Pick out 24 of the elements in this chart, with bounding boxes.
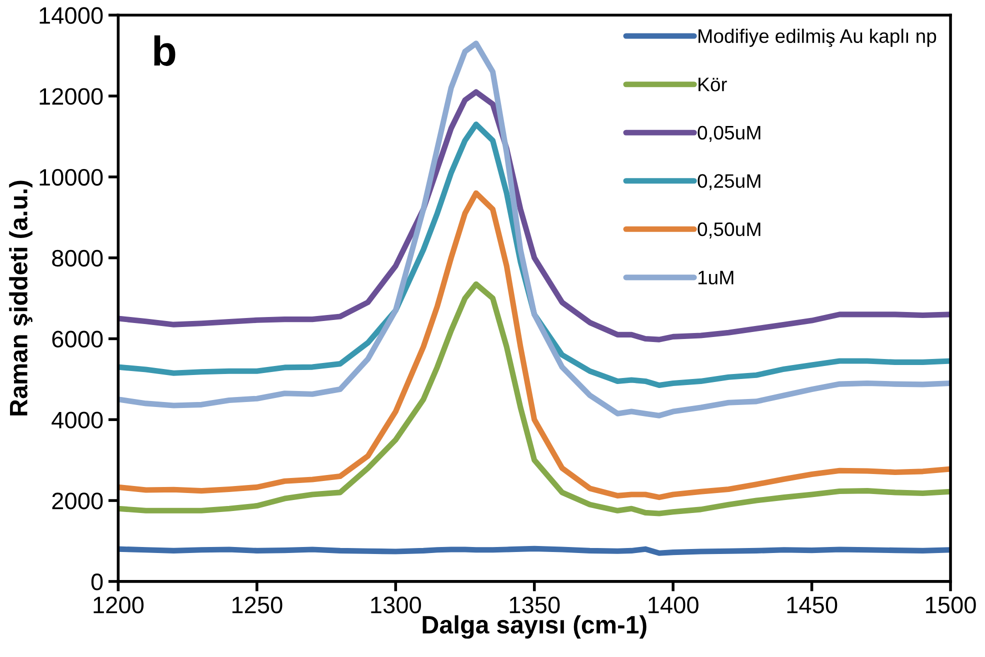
legend-label: 0,50uM <box>698 222 760 238</box>
x-axis-title: Dalga sayısı (cm-1) <box>422 615 646 639</box>
legend-label: Kör <box>698 78 727 92</box>
x-tick-label: 1200 <box>94 596 144 614</box>
annotation: b <box>154 35 176 66</box>
y-tick-label: 2000 <box>52 492 103 510</box>
y-tick-label: 10000 <box>40 168 103 186</box>
legend-label: 0,25uM <box>698 174 760 190</box>
x-tick-label: 1500 <box>926 596 976 614</box>
legend-label: 0,05uM <box>698 126 760 142</box>
legend-label: Modifiye edilmiş Au kaplı np <box>698 28 936 47</box>
y-tick-label: 12000 <box>40 88 103 105</box>
y-tick-label: 4000 <box>52 412 103 428</box>
y-tick-label: 6000 <box>52 330 103 348</box>
y-tick-label: 14000 <box>40 7 103 24</box>
y-axis-title: Raman şiddeti (a.u.) <box>9 180 32 416</box>
x-tick-label: 1250 <box>232 596 282 614</box>
y-tick-label: 0 <box>91 574 103 590</box>
x-tick-label: 1300 <box>371 596 421 614</box>
y-tick-label: 8000 <box>52 250 103 267</box>
x-tick-label: 1400 <box>648 596 698 614</box>
x-tick-label: 1450 <box>787 596 838 614</box>
legend-label: 1uM <box>698 270 734 284</box>
x-tick-label: 1350 <box>510 596 560 614</box>
